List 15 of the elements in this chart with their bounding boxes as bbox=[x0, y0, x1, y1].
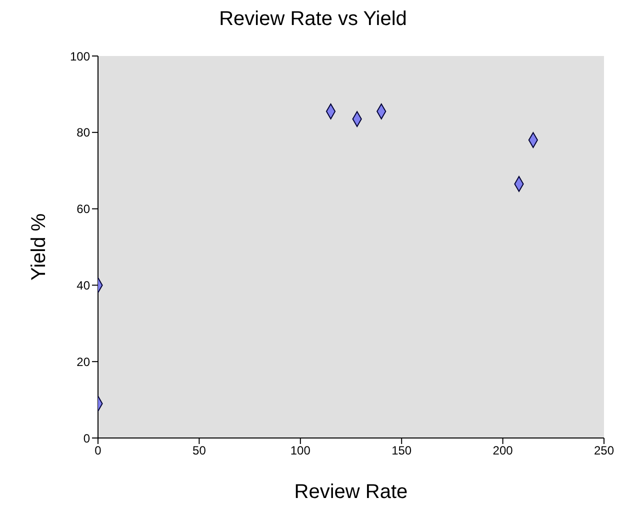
x-tick-label: 100 bbox=[290, 444, 311, 458]
y-tick-label: 0 bbox=[83, 431, 90, 446]
y-tick-label: 100 bbox=[70, 49, 90, 64]
y-tick-label: 20 bbox=[76, 354, 90, 369]
x-tick-label: 50 bbox=[192, 444, 206, 458]
y-tick-label: 40 bbox=[76, 278, 90, 292]
x-axis-title: Review Rate bbox=[294, 481, 408, 503]
y-tick-label: 80 bbox=[76, 126, 90, 140]
x-tick-label: 0 bbox=[94, 444, 102, 458]
x-tick-label: 200 bbox=[492, 444, 514, 458]
x-tick-label: 250 bbox=[594, 444, 614, 458]
x-tick-label: 150 bbox=[392, 444, 412, 458]
y-tick-label: 60 bbox=[76, 202, 90, 216]
y-axis-title: Yield % bbox=[28, 213, 50, 281]
chart-title: Review Rate vs Yield bbox=[218, 8, 408, 32]
